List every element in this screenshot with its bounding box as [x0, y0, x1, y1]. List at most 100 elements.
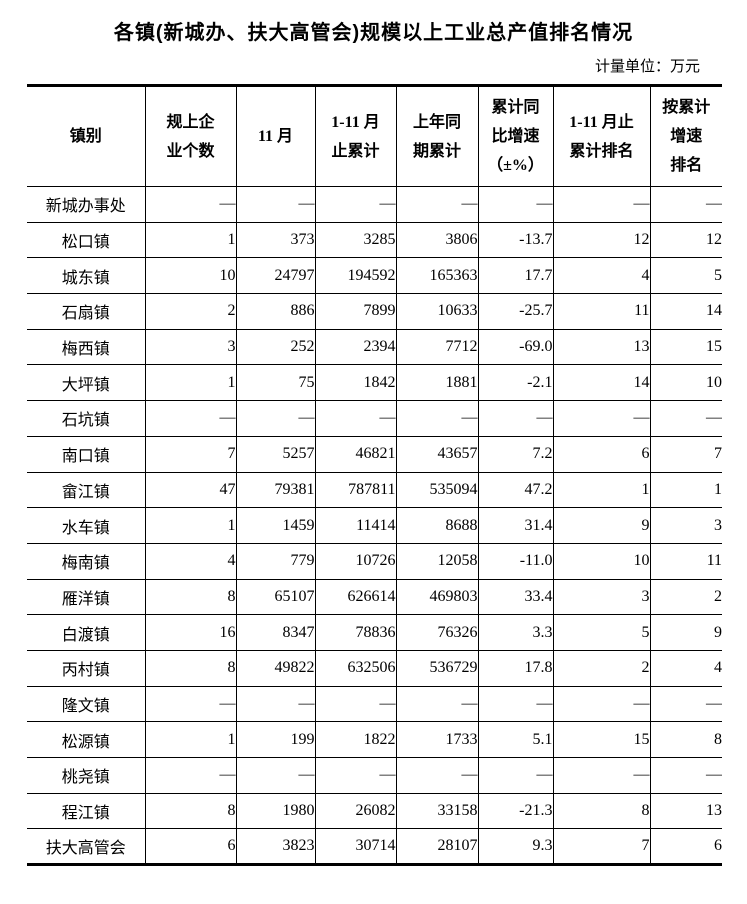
value-cell: 1822 [314, 721, 397, 758]
value-cell: 3 [144, 328, 237, 366]
value-cell: 2 [649, 578, 722, 616]
value-cell: 78836 [314, 614, 397, 651]
unit-label: 计量单位：万元 [594, 58, 700, 75]
value-cell: 33.4 [477, 578, 554, 616]
value-cell: -21.3 [477, 792, 554, 830]
value-cell: 3.3 [477, 614, 554, 651]
col-header-prior-year: 上年同 期累计 [395, 85, 479, 187]
table-row: 城东镇 10 24797 194592 165363 17.7 4 5 [27, 257, 722, 295]
town-name-cell: 大坪镇 [27, 364, 146, 402]
value-cell: 8 [144, 649, 237, 687]
value-cell: 626614 [314, 578, 397, 616]
value-cell: 3806 [395, 221, 479, 259]
value-cell: 5257 [235, 435, 316, 473]
value-cell: 6 [649, 828, 722, 866]
value-cell: 76326 [395, 614, 479, 651]
value-cell: 17.8 [477, 649, 554, 687]
town-name-cell: 城东镇 [27, 257, 146, 295]
value-cell: 2 [552, 649, 651, 687]
value-cell: — [395, 685, 479, 723]
value-cell: 5 [552, 614, 651, 651]
town-name-cell: 梅南镇 [27, 542, 146, 580]
value-cell: 49822 [235, 649, 316, 687]
value-cell: — [314, 400, 397, 437]
value-cell: 14 [649, 293, 722, 330]
value-cell: — [144, 757, 237, 794]
value-cell: 1 [552, 471, 651, 509]
value-cell: -11.0 [477, 542, 554, 580]
table-row: 南口镇 7 5257 46821 43657 7.2 6 7 [27, 435, 722, 473]
value-cell: 3 [552, 578, 651, 616]
value-cell: — [477, 400, 554, 437]
value-cell: — [314, 685, 397, 723]
value-cell: 33158 [395, 792, 479, 830]
value-cell: — [552, 685, 651, 723]
value-cell: 28107 [395, 828, 479, 866]
value-cell: — [552, 186, 651, 223]
value-cell: 1842 [314, 364, 397, 402]
value-cell: 12058 [395, 542, 479, 580]
table-row: 扶大高管会 6 3823 30714 28107 9.3 7 6 [27, 828, 722, 866]
value-cell: 199 [235, 721, 316, 758]
value-cell: 5.1 [477, 721, 554, 758]
value-cell: 787811 [314, 471, 397, 509]
table-row: 程江镇 8 1980 26082 33158 -21.3 8 13 [27, 792, 722, 830]
table-row: 梅西镇 3 252 2394 7712 -69.0 13 15 [27, 328, 722, 366]
value-cell: 194592 [314, 257, 397, 295]
value-cell: 31.4 [477, 507, 554, 544]
value-cell: — [395, 757, 479, 794]
value-cell: 4 [649, 649, 722, 687]
town-name-cell: 石扇镇 [27, 293, 146, 330]
value-cell: 7.2 [477, 435, 554, 473]
header-row: 镇别 规上企 业个数 11 月 1-11 月 止累计 上年同 期累计 累计同 比… [27, 85, 722, 187]
value-cell: 1 [144, 721, 237, 758]
value-cell: 7 [552, 828, 651, 866]
value-cell: — [144, 400, 237, 437]
town-name-cell: 水车镇 [27, 507, 146, 544]
value-cell: 536729 [395, 649, 479, 687]
value-cell: -13.7 [477, 221, 554, 259]
col-header-cumulative-rank: 1-11 月止 累计排名 [552, 85, 651, 187]
value-cell: 7899 [314, 293, 397, 330]
town-name-cell: 畲江镇 [27, 471, 146, 509]
value-cell: 8 [144, 578, 237, 616]
town-name-cell: 石坑镇 [27, 400, 146, 437]
town-name-cell: 松口镇 [27, 221, 146, 259]
value-cell: 17.7 [477, 257, 554, 295]
table-row: 隆文镇 — — — — — — — [27, 685, 722, 723]
value-cell: -69.0 [477, 328, 554, 366]
value-cell: 252 [235, 328, 316, 366]
value-cell: 5 [649, 257, 722, 295]
value-cell: 13 [552, 328, 651, 366]
value-cell: — [649, 186, 722, 223]
value-cell: — [235, 186, 316, 223]
table-row: 松源镇 1 199 1822 1733 5.1 15 8 [27, 721, 722, 758]
value-cell: 47.2 [477, 471, 554, 509]
town-name-cell: 松源镇 [27, 721, 146, 758]
table-body: 新城办事处 — — — — — — — 松口镇 1 373 3285 3806 -13.7 12 12 城东镇 1… [27, 186, 722, 866]
value-cell: 7 [649, 435, 722, 473]
value-cell: 1980 [235, 792, 316, 830]
value-cell: 14 [552, 364, 651, 402]
value-cell: 10633 [395, 293, 479, 330]
value-cell: 11 [649, 542, 722, 580]
value-cell: 79381 [235, 471, 316, 509]
value-cell: 10726 [314, 542, 397, 580]
value-cell: 1 [144, 507, 237, 544]
table-row: 大坪镇 1 75 1842 1881 -2.1 14 10 [27, 364, 722, 402]
town-name-cell: 桃尧镇 [27, 757, 146, 794]
town-name-cell: 南口镇 [27, 435, 146, 473]
town-name-cell: 扶大高管会 [27, 828, 146, 866]
value-cell: 7712 [395, 328, 479, 366]
value-cell: 8 [144, 792, 237, 830]
value-cell: 165363 [395, 257, 479, 295]
value-cell: 15 [552, 721, 651, 758]
value-cell: 469803 [395, 578, 479, 616]
value-cell: 7 [144, 435, 237, 473]
value-cell: — [477, 685, 554, 723]
value-cell: 9 [649, 614, 722, 651]
value-cell: 10 [649, 364, 722, 402]
col-header-enterprise-count: 规上企 业个数 [144, 85, 237, 187]
value-cell: 8688 [395, 507, 479, 544]
